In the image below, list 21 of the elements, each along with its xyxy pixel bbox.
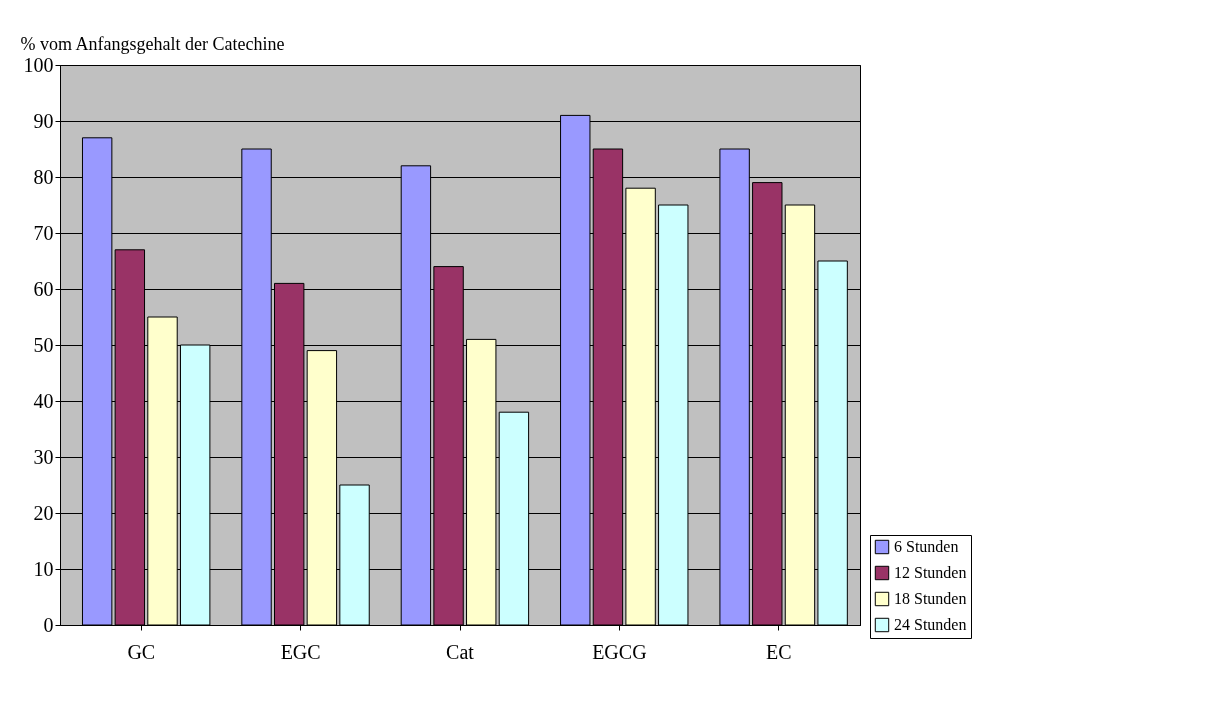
- y-tick-label: 80: [33, 165, 54, 188]
- y-tick-label: 20: [33, 501, 54, 524]
- legend-label: 24 Stunden: [894, 616, 967, 633]
- y-tick-label: 50: [33, 333, 54, 356]
- y-tick-label: 90: [33, 109, 54, 132]
- y-axis-title: % vom Anfangsgehalt der Catechine: [20, 33, 285, 54]
- x-tick-label: EGCG: [592, 640, 647, 663]
- x-tick-label: EGC: [280, 640, 321, 663]
- legend-label: 6 Stunden: [894, 538, 959, 555]
- y-tick-label: 100: [23, 53, 54, 76]
- x-tick-label: Cat: [446, 640, 475, 663]
- y-tick-label: 0: [43, 613, 54, 636]
- y-tick-label: 60: [33, 277, 54, 300]
- y-tick-label: 30: [33, 445, 54, 468]
- x-tick-label: EC: [765, 640, 792, 663]
- y-tick-label: 40: [33, 389, 54, 412]
- x-tick-label: GC: [127, 640, 156, 663]
- legend-label: 18 Stunden: [894, 590, 967, 607]
- y-tick-label: 10: [33, 557, 54, 580]
- legend-label: 12 Stunden: [894, 564, 967, 581]
- y-tick-label: 70: [33, 221, 54, 244]
